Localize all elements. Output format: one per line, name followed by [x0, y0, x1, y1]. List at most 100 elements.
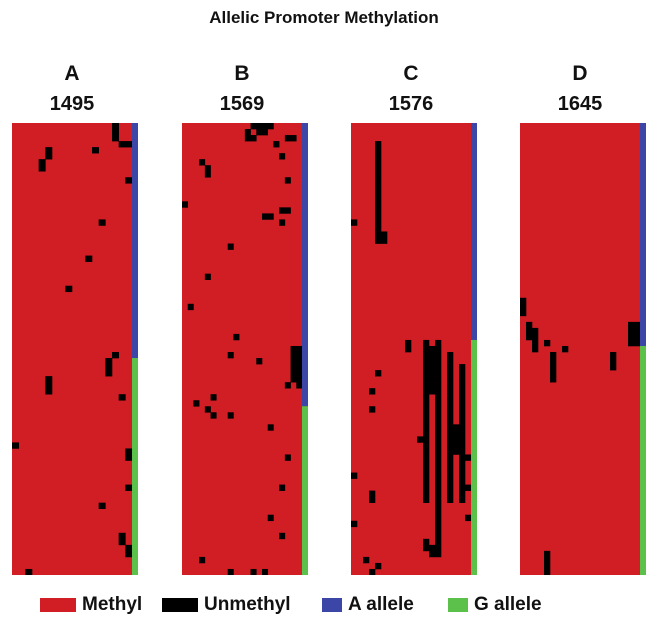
panel-c-unmethyl-cell-53: [435, 436, 442, 443]
panel-c-sample-id: 1576: [388, 93, 434, 115]
panel-c-unmethyl-cell-35: [423, 388, 430, 395]
panel-b-unmethyl-cell-5: [256, 129, 263, 136]
panel-d-unmethyl-cell-1: [520, 303, 527, 311]
legend-item-methyl: Methyl: [40, 594, 142, 616]
panel-c-unmethyl-cell-142: [453, 442, 460, 449]
panel-a-unmethyl-cell-3: [118, 141, 126, 148]
panel-c-unmethyl-cell-9: [375, 195, 382, 202]
panel-b-unmethyl-cell-34: [296, 364, 303, 371]
panel-b-unmethyl-cell-28: [296, 345, 303, 353]
panel-a-unmethyl-cell-5: [92, 147, 99, 154]
panel-c-unmethyl-cell-26: [429, 358, 436, 365]
panel-c-unmethyl-cell-48: [435, 406, 442, 413]
panel-c-unmethyl-cell-31: [423, 376, 430, 383]
panel-c-unmethyl-cell-128: [459, 436, 466, 443]
panel-b-unmethyl-cell-0: [250, 123, 257, 130]
panel-c-unmethyl-cell-72: [435, 550, 442, 558]
panel-c-unmethyl-cell-66: [435, 514, 442, 522]
panel-c-unmethyl-cell-5: [375, 171, 382, 178]
panel-c-unmethyl-cell-153: [351, 520, 358, 528]
panel-d-unmethyl-cell-3: [526, 321, 533, 329]
panel-b-unmethyl-cell-6: [262, 129, 269, 136]
panel-b-unmethyl-cell-33: [290, 364, 297, 371]
panel-c-unmethyl-cell-111: [447, 472, 454, 479]
panel-d-unmethyl-cell-26: [628, 339, 635, 347]
panel-b-unmethyl-cell-16: [279, 207, 286, 214]
panel-c-unmethyl-cell-157: [429, 550, 436, 558]
panel-d-unmethyl-cell-16: [562, 345, 569, 353]
panel-c-unmethyl-cell-13: [375, 219, 382, 226]
panel-b-g-allele-stripe: [302, 406, 308, 575]
legend-label-g-allele: G allele: [474, 594, 542, 615]
panel-d-unmethyl-cell-15: [550, 376, 557, 383]
panel-c-unmethyl-cell-15: [375, 231, 382, 238]
panel-b-unmethyl-cell-23: [187, 303, 194, 311]
panel-d-unmethyl-cell-23: [634, 327, 641, 335]
panel-c-unmethyl-cell-6: [375, 177, 382, 184]
panel-b-letter: B: [234, 62, 250, 85]
panel-b-heatmap: [182, 123, 308, 575]
panel-b-unmethyl-cell-9: [273, 141, 280, 148]
panel-c-unmethyl-cell-73: [423, 394, 430, 401]
panel-c-heatmap: [351, 123, 477, 575]
panel-c-unmethyl-cell-138: [459, 496, 466, 503]
panel-c-unmethyl-cell-67: [435, 520, 442, 528]
panel-b-unmethyl-cell-40: [296, 382, 303, 389]
panel-d-unmethyl-cell-27: [634, 339, 641, 347]
panel-a-sample-id: 1495: [49, 93, 95, 115]
panel-a-unmethyl-cell-19: [45, 388, 53, 395]
panel-c-unmethyl-cell-118: [459, 376, 466, 383]
panel-c-unmethyl-cell-40: [435, 358, 442, 365]
panel-d-unmethyl-cell-31: [544, 568, 551, 575]
panel-c-unmethyl-cell-68: [435, 526, 442, 534]
panel-c-letter: C: [403, 62, 419, 85]
panel-c-unmethyl-cell-81: [423, 442, 430, 449]
legend-swatch-a-allele: [322, 598, 342, 612]
panel-c-unmethyl-cell-10: [375, 201, 382, 208]
panel-d-heatmap: [520, 123, 646, 575]
panel-c-unmethyl-cell-16: [375, 237, 382, 244]
panel-c-unmethyl-cell-78: [423, 424, 430, 431]
panel-b-unmethyl-cell-55: [284, 135, 291, 142]
panel-c-unmethyl-cell-52: [435, 430, 442, 437]
panel-c-unmethyl-cell-51: [435, 424, 442, 431]
panel-c-unmethyl-cell-56: [435, 454, 442, 461]
legend-swatch-unmethyl: [162, 598, 198, 612]
panel-c-unmethyl-cell-29: [423, 370, 430, 377]
panel-b-unmethyl-cell-47: [284, 454, 291, 461]
panel-c-unmethyl-cell-115: [447, 496, 454, 503]
panel-c-unmethyl-cell-60: [435, 478, 442, 485]
panel-d-unmethyl-cell-14: [550, 370, 557, 377]
panel-c-unmethyl-cell-97: [447, 388, 454, 395]
panel-c-unmethyl-cell-151: [369, 490, 376, 497]
panel-c-unmethyl-cell-163: [465, 514, 472, 522]
panel-b-unmethyl-cell-54: [262, 568, 269, 575]
panel-c-unmethyl-cell-123: [459, 406, 466, 413]
panel-a-unmethyl-cell-29: [125, 550, 133, 558]
panel-c-unmethyl-cell-32: [429, 376, 436, 383]
panel-c-unmethyl-cell-154: [423, 538, 430, 546]
panel-d-unmethyl-cell-7: [532, 333, 539, 341]
panel-b-unmethyl-cell-30: [296, 352, 303, 359]
panel-b-unmethyl-cell-26: [256, 358, 263, 365]
panel-c-unmethyl-cell-145: [405, 345, 412, 353]
panel-b-unmethyl-cell-20: [279, 219, 286, 226]
panel-c-unmethyl-cell-7: [375, 183, 382, 190]
panel-c-unmethyl-cell-55: [435, 448, 442, 455]
panel-d-unmethyl-cell-2: [520, 309, 527, 317]
panel-a-unmethyl-cell-21: [12, 442, 19, 449]
panel-c-unmethyl-cell-147: [369, 388, 376, 395]
panel-b-unmethyl-cell-38: [296, 376, 303, 383]
panel-c-unmethyl-cell-30: [429, 370, 436, 377]
panel-b-unmethyl-cell-44: [210, 412, 217, 419]
panel-c-unmethyl-cell-135: [459, 478, 466, 485]
panel-a-unmethyl-cell-1: [112, 129, 119, 136]
panel-c-unmethyl-cell-11: [375, 207, 382, 214]
panel-c-unmethyl-cell-99: [447, 400, 454, 407]
panel-c-unmethyl-cell-113: [447, 484, 454, 491]
panel-c-unmethyl-cell-119: [459, 382, 466, 389]
panel-c-unmethyl-cell-64: [435, 502, 442, 510]
panel-c-unmethyl-cell-88: [423, 484, 430, 491]
panel-c-unmethyl-cell-8: [375, 189, 382, 196]
panel-d-unmethyl-cell-13: [550, 364, 557, 371]
